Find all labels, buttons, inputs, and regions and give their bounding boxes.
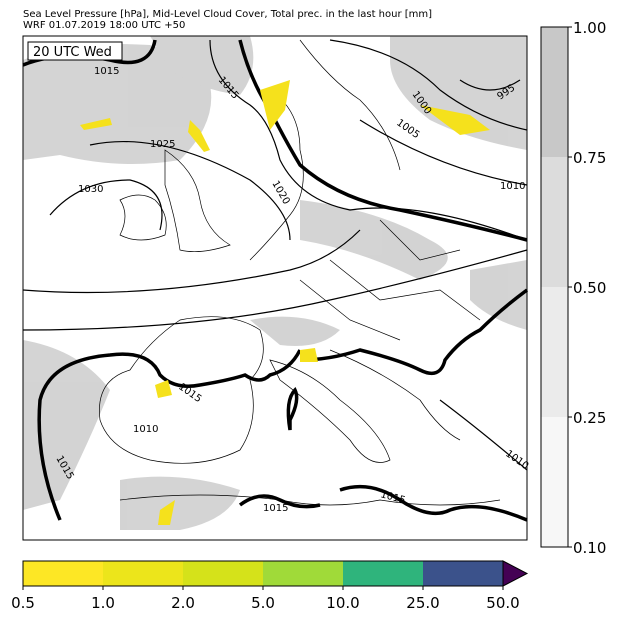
colorbar-tick-label: 50.0 xyxy=(486,594,519,612)
colorbar-segment xyxy=(541,157,568,287)
colorbar-tick-label: 25.0 xyxy=(406,594,439,612)
colorbar-extend xyxy=(502,560,529,587)
colorbar-segment xyxy=(541,417,568,547)
subtitle: WRF 01.07.2019 18:00 UTC +50 xyxy=(23,20,185,31)
colorbar-segment xyxy=(423,561,503,586)
colorbar-tick-label: 0.5 xyxy=(11,594,35,612)
colorbar-segment xyxy=(263,561,343,586)
isobar-label: 1015 xyxy=(94,66,119,77)
isobar-label: 1015 xyxy=(263,503,288,514)
colorbar-tick-label: 10.0 xyxy=(326,594,359,612)
colorbar-segment xyxy=(343,561,423,586)
cloud-colorbar: 1.00 0.75 0.50 0.25 0.10 xyxy=(540,19,606,557)
isobar-label: 1010 xyxy=(500,181,525,192)
colorbar-tick-label: 0.10 xyxy=(573,539,606,557)
isobar-label: 1030 xyxy=(78,184,103,195)
colorbar-tick-label: 1.00 xyxy=(573,19,606,37)
colorbar-segment xyxy=(103,561,183,586)
colorbar-tick-label: 1.0 xyxy=(91,594,115,612)
title: Sea Level Pressure [hPa], Mid-Level Clou… xyxy=(23,9,432,20)
time-label: 20 UTC Wed xyxy=(33,45,112,60)
colorbar-tick-label: 5.0 xyxy=(251,594,275,612)
isobar-label: 1025 xyxy=(150,139,175,150)
precip-colorbar: 0.5 1.0 2.0 5.0 10.0 25.0 50.0 xyxy=(11,560,529,612)
isobar-label: 1010 xyxy=(133,424,158,435)
colorbar-tick-label: 0.25 xyxy=(573,409,606,427)
colorbar-segment xyxy=(183,561,263,586)
colorbar-segment xyxy=(541,27,568,157)
map: 20 UTC Wed 1015 1015 1025 1030 1020 1010… xyxy=(22,35,530,541)
colorbar-segment xyxy=(23,561,103,586)
colorbar-tick-label: 2.0 xyxy=(171,594,195,612)
colorbar-tick-label: 0.75 xyxy=(573,149,606,167)
colorbar-tick-label: 0.50 xyxy=(573,279,606,297)
colorbar-segment xyxy=(541,287,568,417)
